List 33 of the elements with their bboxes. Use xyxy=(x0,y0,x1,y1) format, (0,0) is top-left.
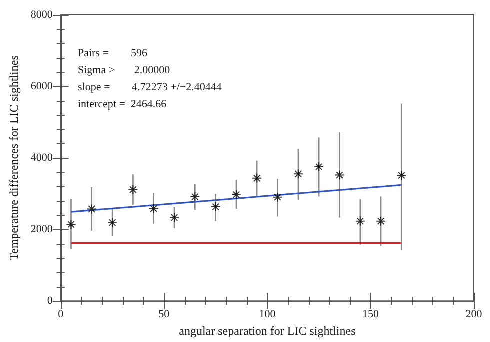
y-tick-label: 8000 xyxy=(30,9,54,21)
point xyxy=(86,204,97,214)
point xyxy=(231,190,242,200)
point xyxy=(190,192,200,202)
point xyxy=(376,216,386,226)
point xyxy=(293,169,304,180)
y-tick-label: 0 xyxy=(47,295,54,308)
point xyxy=(252,173,262,184)
point xyxy=(334,170,345,180)
y-tick-label: 4000 xyxy=(30,152,54,164)
x-tick-label: 150 xyxy=(362,308,380,321)
x-tick-label: 50 xyxy=(158,308,170,321)
point xyxy=(148,204,159,214)
point xyxy=(108,218,118,228)
point xyxy=(396,170,407,181)
point xyxy=(314,162,324,172)
annotation: slope = 4.72273 +/−2.40444 xyxy=(78,82,222,94)
x-tick-label: 200 xyxy=(466,308,483,321)
point xyxy=(272,192,283,202)
annotation: Pairs = 596 xyxy=(78,48,148,60)
point xyxy=(170,212,180,223)
x-tick-label: 0 xyxy=(58,308,64,321)
x-tick-label: 100 xyxy=(259,308,276,321)
point xyxy=(210,202,221,212)
point xyxy=(66,220,76,230)
annotation: intercept = 2464.66 xyxy=(78,98,168,110)
point xyxy=(355,216,366,226)
y-tick-label: 2000 xyxy=(30,224,54,236)
annotation: Sigma > 2.00000 xyxy=(78,64,171,76)
y-tick-label: 6000 xyxy=(30,80,54,93)
y-axis-title: Temperature differences for LIC sightlines xyxy=(7,55,21,260)
x-axis-title: angular separation for LIC sightlines xyxy=(179,324,356,338)
point xyxy=(128,184,138,195)
